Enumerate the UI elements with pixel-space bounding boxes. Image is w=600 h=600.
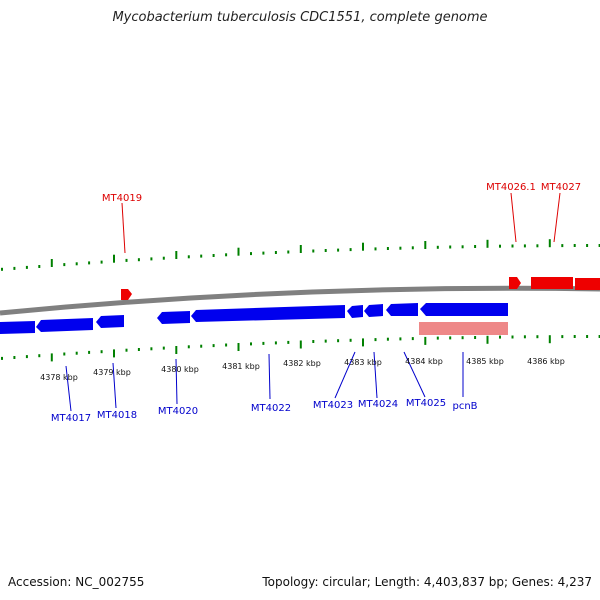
scale-label: 4385 kbp — [466, 357, 504, 366]
gene-MT4022[interactable] — [191, 305, 345, 322]
leader-MT4019 — [121, 202, 126, 254]
gene-label-MT4022[interactable]: MT4022 — [251, 403, 291, 414]
gene-label-MT4020[interactable]: MT4020 — [158, 406, 198, 417]
leader-MT4022 — [268, 353, 271, 400]
gene-pcnB[interactable] — [420, 303, 508, 316]
leader-MT4026.1 — [510, 192, 517, 243]
gene-MT4020[interactable] — [157, 311, 190, 324]
gene-label-MT4025[interactable]: MT4025 — [406, 398, 446, 409]
gene-MT4019[interactable] — [121, 289, 132, 300]
leader-MT4018 — [112, 362, 117, 409]
gene-label-MT4017[interactable]: MT4017 — [51, 413, 91, 424]
reverse-tick-row — [1, 335, 600, 362]
gene-MT4018b[interactable] — [96, 315, 124, 328]
gene-label-pcnB[interactable]: pcnB — [452, 401, 477, 412]
map-title: Mycobacterium tuberculosis CDC1551, comp… — [112, 10, 488, 25]
accession-label: Accession: NC_002755 — [8, 575, 145, 589]
gene-label-MT4023[interactable]: MT4023 — [313, 400, 353, 411]
pseudogene-bar[interactable] — [419, 322, 508, 335]
leader-MT4027 — [553, 192, 561, 243]
gene-MT4027-cont[interactable] — [575, 278, 600, 290]
leader-MT4020 — [175, 358, 178, 405]
leader-MT4017 — [65, 365, 72, 412]
genome-summary: Topology: circular; Length: 4,403,837 bp… — [262, 575, 592, 589]
gene-label-MT4024[interactable]: MT4024 — [358, 399, 398, 410]
leader-MT4024 — [373, 351, 378, 399]
gene-label-MT4027[interactable]: MT4027 — [541, 182, 581, 193]
gene-MT4025[interactable] — [386, 303, 418, 316]
scale-label: 4382 kbp — [283, 359, 321, 368]
gene-label-MT4018[interactable]: MT4018 — [97, 410, 137, 421]
gene-MT4023[interactable] — [347, 305, 363, 318]
scale-label: 4378 kbp — [40, 373, 78, 382]
scale-label: 4381 kbp — [222, 362, 260, 371]
gene-MT4026.1[interactable] — [509, 277, 521, 289]
forward-tick-row — [1, 239, 600, 271]
gene-label-MT4019[interactable]: MT4019 — [102, 193, 142, 204]
gene-MT4018[interactable] — [36, 318, 93, 332]
leader-MT4023 — [334, 351, 356, 399]
gene-label-MT4026.1[interactable]: MT4026.1 — [486, 182, 536, 193]
gene-MT4024[interactable] — [364, 304, 383, 317]
scale-label: 4383 kbp — [344, 358, 382, 367]
scale-label: 4379 kbp — [93, 368, 131, 377]
gene-MT4017[interactable] — [0, 321, 35, 334]
leader-MT4025 — [403, 351, 426, 398]
gene-MT4027[interactable] — [531, 277, 573, 289]
scale-label: 4386 kbp — [527, 357, 565, 366]
scale-label: 4384 kbp — [405, 357, 443, 366]
scale-label: 4380 kbp — [161, 365, 199, 374]
